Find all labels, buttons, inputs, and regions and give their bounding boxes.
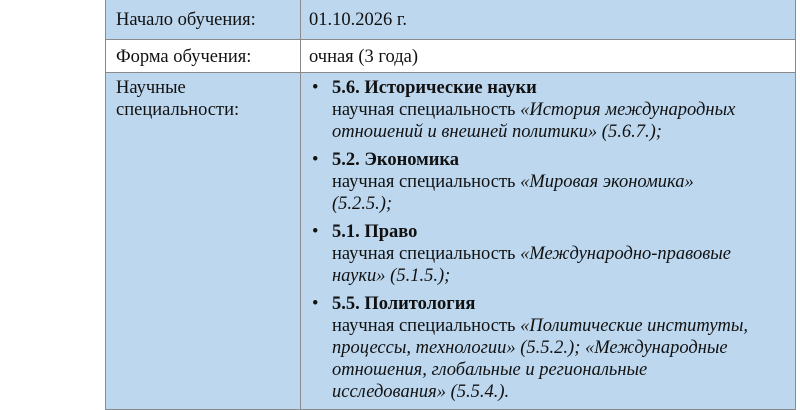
specialties-list: • 5.6. Исторические науки научная специаль… <box>309 77 787 403</box>
specialties-value: • 5.6. Исторические науки научная специаль… <box>300 71 796 410</box>
list-item: • 5.5. Политология научная специальность «… <box>312 293 752 403</box>
program-info-table: Начало обучения: 01.10.2026 г. Форма обу… <box>105 0 796 410</box>
specialty-names: «Политические институты, процессы, техно… <box>332 315 749 402</box>
specialty-names: «Мировая экономика» (5.2.5.); <box>332 171 694 214</box>
bullet-icon: • <box>312 293 319 314</box>
start-label: Начало обучения: <box>105 0 301 40</box>
list-item: • 5.2. Экономика научная специальность «Ми… <box>312 149 752 215</box>
specialty-names: «Международно-правовые науки» (5.1.5.); <box>332 243 731 286</box>
bullet-icon: • <box>312 149 319 170</box>
specialty-title: 5.1. Право <box>332 221 418 242</box>
specialty-prefix: научная специальность <box>332 171 521 192</box>
table-row-specialties: Научные специальности: • 5.6. Исторически… <box>105 71 796 410</box>
start-value: 01.10.2026 г. <box>300 0 796 40</box>
specialty-names: «История международных отношений и внешн… <box>332 99 736 142</box>
specialties-label: Научные специальности: <box>105 71 301 410</box>
table-row-start: Начало обучения: 01.10.2026 г. <box>105 0 796 40</box>
form-label: Форма обучения: <box>105 38 301 73</box>
specialties-label-text: Научные специальности: <box>116 77 240 120</box>
specialty-prefix: научная специальность <box>332 243 521 264</box>
specialty-title: 5.6. Исторические науки <box>332 77 537 98</box>
specialty-title: 5.5. Политология <box>332 293 476 314</box>
bullet-icon: • <box>312 77 319 98</box>
specialty-title: 5.2. Экономика <box>332 149 460 170</box>
specialty-prefix: научная специальность <box>332 99 521 120</box>
list-item: • 5.6. Исторические науки научная специаль… <box>312 77 752 143</box>
form-value: очная (3 года) <box>300 38 796 73</box>
specialty-prefix: научная специальность <box>332 315 521 336</box>
list-item: • 5.1. Право научная специальность «Междун… <box>312 221 752 287</box>
table-row-form: Форма обучения: очная (3 года) <box>105 38 796 73</box>
bullet-icon: • <box>312 221 319 242</box>
